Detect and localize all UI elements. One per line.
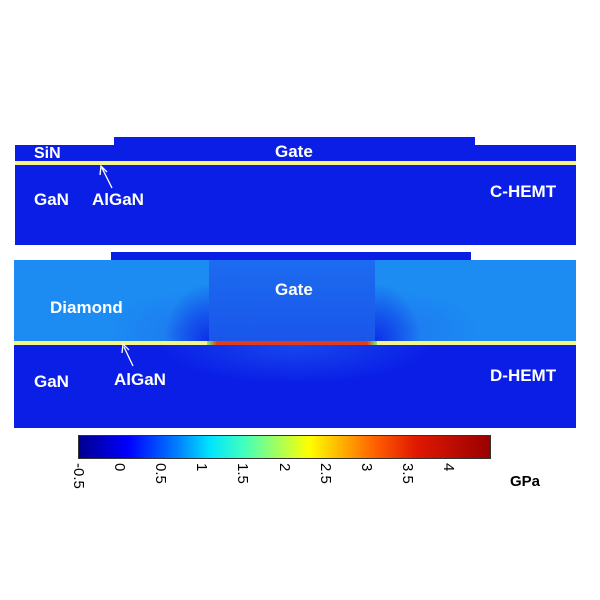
- colorbar-unit: GPa: [510, 473, 541, 490]
- d-hemt-gan-layer: [14, 344, 576, 428]
- d-hemt-diamond-label: Diamond: [50, 298, 123, 317]
- colorbar-tick-label: 1: [193, 463, 211, 472]
- d-hemt-name-label: D-HEMT: [490, 366, 557, 385]
- d-hemt-gan-label: GaN: [34, 372, 69, 391]
- c-hemt-gate-label: Gate: [275, 142, 313, 161]
- c-hemt-sin-label: SiN: [34, 145, 61, 162]
- d-hemt-algan-label: AlGaN: [114, 370, 166, 389]
- d-hemt-device: [14, 252, 576, 428]
- colorbar-tick-label: 2.5: [316, 463, 334, 484]
- c-hemt-device: [15, 137, 576, 245]
- colorbar-tick-label: 1.5: [234, 463, 252, 484]
- colorbar-tick-label: 2: [275, 463, 293, 472]
- d-hemt-gate-cap: [111, 252, 471, 262]
- colorbar-tick-label: 0.5: [152, 463, 170, 484]
- c-hemt-algan-label: AlGaN: [92, 190, 144, 209]
- c-hemt-algan-layer: [15, 161, 576, 165]
- d-hemt-high-stress-region: [207, 341, 377, 345]
- colorbar-tick-label: 3: [357, 463, 375, 472]
- c-hemt-name-label: C-HEMT: [490, 182, 557, 201]
- colorbar-tick-label: -0.5: [70, 463, 87, 489]
- d-hemt-gate-label: Gate: [275, 280, 313, 299]
- d-hemt-gate-region: [209, 260, 375, 343]
- colorbar-tick-label: 4: [439, 463, 457, 472]
- colorbar-tick-label: 3.5: [398, 463, 416, 484]
- colorbar-tick-label: 0: [111, 463, 129, 472]
- c-hemt-gan-label: GaN: [34, 190, 69, 209]
- colorbar: [78, 435, 491, 459]
